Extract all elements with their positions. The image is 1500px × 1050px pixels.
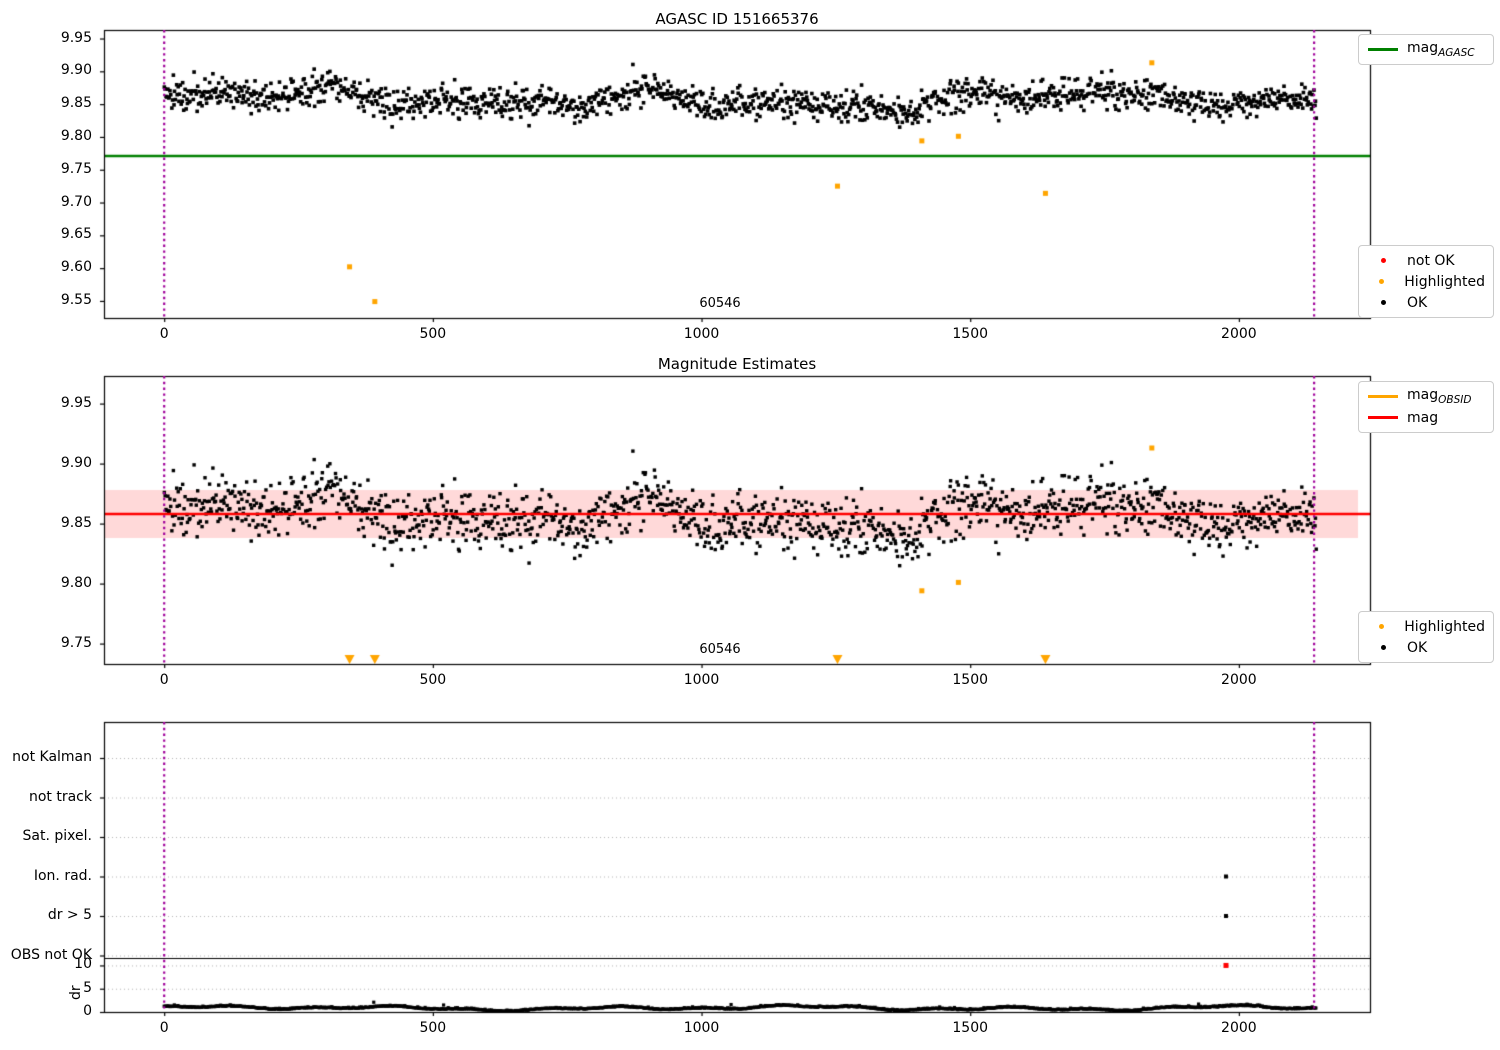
panel-1-ytick-label: 9.55 <box>60 291 92 308</box>
flag-row-label: Sat. pixel. <box>22 828 92 844</box>
panel-1-xtick-label: 1500 <box>952 326 989 342</box>
panel-2-xtick-label: 1500 <box>952 672 989 688</box>
panel-2-ytick-label: 9.80 <box>60 574 92 591</box>
legend-dot-swatch <box>1380 258 1386 263</box>
panel-1-xtick-label: 500 <box>419 326 447 342</box>
point-status-legend[interactable]: not OK Highlighted OK <box>1358 245 1494 318</box>
legend-entry-label: OK <box>1407 639 1428 656</box>
dr-ytick-label: 5 <box>83 979 92 996</box>
dr-ytick-label: 0 <box>83 1003 92 1019</box>
legend-entry[interactable]: OK <box>1359 292 1493 313</box>
legend-entry-label: magOBSID <box>1407 387 1472 406</box>
panel-1-ytick-label: 9.65 <box>60 226 92 243</box>
legend-dot-swatch <box>1380 645 1386 650</box>
flag-row-label: Ion. rad. <box>33 867 92 884</box>
panel-1-ytick-label: 9.70 <box>60 193 92 210</box>
panel-1-xtick-label: 1000 <box>683 326 720 342</box>
panel-1-xtick-label: 0 <box>159 326 169 342</box>
legend-entry[interactable]: magAGASC <box>1359 39 1493 60</box>
legend-entry-label: Highlighted <box>1404 618 1485 635</box>
panel-2-xtick-label: 0 <box>159 672 169 688</box>
legend-dot-swatch <box>1380 300 1386 305</box>
legend-entry[interactable]: mag <box>1359 407 1493 428</box>
panel-2-xtick-label: 1000 <box>683 672 720 688</box>
legend-entry[interactable]: Highlighted <box>1359 616 1493 637</box>
legend-dot-swatch <box>1379 624 1385 629</box>
panel-2-ytick-label: 9.85 <box>60 514 92 531</box>
legend-entry[interactable]: magOBSID <box>1359 386 1493 407</box>
flag-row-label: not Kalman <box>12 749 92 765</box>
panel-2-ytick-label: 9.95 <box>60 394 92 411</box>
flag-row-label: OBS not OK <box>10 946 92 963</box>
legend-entry-subscript: AGASC <box>1438 46 1475 59</box>
legend-dot-swatch <box>1379 279 1385 284</box>
legend-line-swatch <box>1368 395 1398 398</box>
panel-3-xtick-label: 0 <box>159 1020 169 1036</box>
legend-entry[interactable]: not OK <box>1359 250 1493 271</box>
panel-1-ytick-label: 9.60 <box>60 259 92 276</box>
legend-entry-label: mag <box>1407 409 1439 426</box>
panel-3-xtick-label: 2000 <box>1221 1020 1257 1036</box>
flag-row-label: not track <box>28 788 92 805</box>
legend-entry-label: magAGASC <box>1407 40 1475 59</box>
legend-entry-subscript: OBSID <box>1438 393 1472 406</box>
mag-obsid-legend[interactable]: magOBSID mag <box>1358 381 1494 433</box>
legend-entry[interactable]: Highlighted <box>1359 271 1493 292</box>
panel-3-xtick-label: 1000 <box>683 1020 720 1036</box>
legend-entry[interactable]: OK <box>1359 637 1493 658</box>
panel-1-ytick-label: 9.90 <box>60 62 92 79</box>
panel-1-ytick-label: 9.75 <box>60 160 92 177</box>
legend-entry-label: Highlighted <box>1404 273 1485 290</box>
legend-entry-label: not OK <box>1407 252 1455 269</box>
panel-2-xtick-label: 2000 <box>1221 672 1257 688</box>
panel-1-ytick-label: 9.80 <box>60 127 92 144</box>
panel-1-ytick-label: 9.85 <box>60 95 92 112</box>
panel-1-xtick-label: 2000 <box>1221 326 1257 342</box>
legend-line-swatch <box>1368 48 1398 51</box>
legend-line-swatch <box>1368 416 1398 419</box>
panel-3-xtick-label: 500 <box>419 1020 447 1036</box>
panel-2-ytick-label: 9.90 <box>60 454 92 471</box>
flag-row-label: dr > 5 <box>47 907 92 923</box>
mag-agasc-legend[interactable]: magAGASC <box>1358 34 1494 65</box>
panel-2-xtick-label: 500 <box>419 672 447 688</box>
dr-ytick-label: 10 <box>74 956 92 973</box>
legend-entry-label: OK <box>1407 294 1428 311</box>
panel-1-ytick-label: 9.95 <box>60 29 92 46</box>
panel-2-ytick-label: 9.75 <box>60 634 92 651</box>
point-status-legend-2[interactable]: Highlighted OK <box>1358 611 1494 663</box>
panel-3-xtick-label: 1500 <box>952 1020 989 1036</box>
